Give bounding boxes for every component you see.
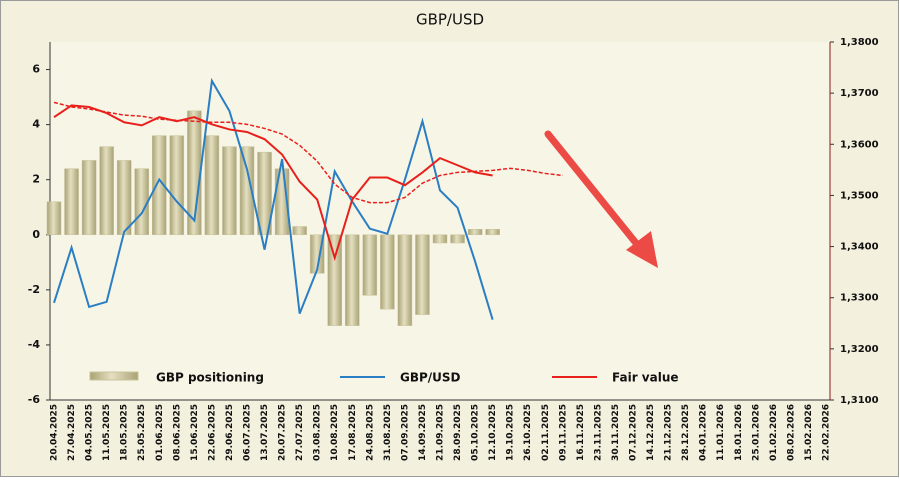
x-tick-label: 06.07.2025 <box>243 404 253 461</box>
bar <box>152 135 167 236</box>
bar <box>380 234 395 310</box>
x-tick-label: 19.10.2025 <box>506 404 516 461</box>
bar <box>46 201 62 236</box>
x-tick-label: 04.01.2026 <box>699 404 709 461</box>
y-tick-label: 6 <box>32 63 40 76</box>
bar <box>204 135 220 236</box>
bar <box>415 234 430 315</box>
legend-label: GBP positioning <box>156 371 264 385</box>
x-tick-label: 31.08.2025 <box>383 404 393 461</box>
chart-title: GBP/USD <box>416 11 484 29</box>
x-tick-label: 28.09.2025 <box>453 404 463 461</box>
bar <box>485 229 500 236</box>
x-tick-label: 21.09.2025 <box>436 404 446 461</box>
line <box>53 101 563 204</box>
x-tick-label: 18.05.2025 <box>120 404 130 461</box>
x-tick-label: 08.02.2026 <box>786 404 796 461</box>
bar <box>81 160 97 236</box>
x-tick-label: 22.06.2025 <box>207 404 217 461</box>
y2-tick-label: 1,3100 <box>840 395 879 406</box>
trend-arrow <box>544 130 658 268</box>
x-tick-label: 28.12.2025 <box>681 404 691 461</box>
x-tick-label: 27.04.2025 <box>67 404 77 461</box>
x-tick-label: 01.02.2026 <box>769 404 779 461</box>
x-tick-label: 17.08.2025 <box>348 404 358 461</box>
x-tick-label: 01.06.2025 <box>155 404 165 461</box>
x-tick-label: 22.02.2026 <box>822 404 832 461</box>
bar <box>467 229 483 236</box>
x-tick-label: 20.04.2025 <box>50 404 60 461</box>
x-tick-label: 11.05.2025 <box>102 404 112 461</box>
bar <box>397 234 413 326</box>
y2-tick-label: 1,3800 <box>840 37 879 48</box>
x-tick-label: 12.10.2025 <box>488 404 498 461</box>
x-tick-label: 13.07.2025 <box>260 404 270 461</box>
bar <box>257 151 272 236</box>
bar <box>362 234 378 296</box>
line <box>53 104 493 262</box>
legend-swatch <box>89 371 139 381</box>
bar <box>432 234 448 244</box>
y-tick-label: -2 <box>28 283 40 296</box>
y-tick-label: 4 <box>32 118 40 131</box>
x-tick-label: 04.05.2025 <box>85 404 95 461</box>
x-tick-label: 26.10.2025 <box>523 404 533 461</box>
x-tick-label: 25.01.2026 <box>751 404 761 461</box>
x-tick-label: 14.12.2025 <box>646 404 656 461</box>
bar <box>134 168 149 236</box>
bar <box>169 135 185 236</box>
bar <box>450 234 465 244</box>
x-tick-label: 25.05.2025 <box>137 404 147 461</box>
x-tick-label: 03.08.2025 <box>313 404 323 461</box>
y2-tick-label: 1,3200 <box>840 344 879 355</box>
bar <box>187 110 202 236</box>
plot-area <box>50 42 830 400</box>
x-tick-label: 29.06.2025 <box>225 404 235 461</box>
legend-label: GBP/USD <box>400 371 461 385</box>
x-tick-label: 02.11.2025 <box>541 404 551 461</box>
bar <box>345 234 360 326</box>
x-tick-label: 15.06.2025 <box>190 404 200 461</box>
y-tick-label: -4 <box>28 338 41 351</box>
y2-tick-label: 1,3700 <box>840 88 879 99</box>
y-tick-label: -6 <box>28 393 41 406</box>
x-tick-label: 20.07.2025 <box>278 404 288 461</box>
x-tick-label: 07.09.2025 <box>400 404 410 461</box>
x-tick-label: 21.12.2025 <box>664 404 674 461</box>
y-tick-label: 2 <box>32 173 40 186</box>
line <box>53 77 494 320</box>
x-tick-label: 30.11.2025 <box>611 404 621 461</box>
x-tick-label: 11.01.2026 <box>716 404 726 461</box>
y2-tick-label: 1,3400 <box>840 242 879 253</box>
x-tick-label: 14.09.2025 <box>418 404 428 461</box>
x-tick-label: 24.08.2025 <box>365 404 375 461</box>
x-tick-label: 15.02.2026 <box>804 404 814 461</box>
legend-label: Fair value <box>612 371 679 385</box>
bar <box>64 168 79 236</box>
y2-tick-label: 1,3300 <box>840 293 879 304</box>
x-tick-label: 16.11.2025 <box>576 404 586 461</box>
x-tick-label: 05.10.2025 <box>471 404 481 461</box>
bar <box>239 146 255 236</box>
x-tick-label: 27.07.2025 <box>295 404 305 461</box>
bar <box>327 234 342 326</box>
bar <box>99 146 114 236</box>
bar <box>116 160 132 236</box>
x-tick-label: 08.06.2025 <box>172 404 182 461</box>
x-tick-label: 10.08.2025 <box>330 404 340 461</box>
x-tick-label: 07.12.2025 <box>629 404 639 461</box>
y2-tick-label: 1,3600 <box>840 139 879 150</box>
x-tick-label: 09.11.2025 <box>558 404 568 461</box>
x-tick-label: 23.11.2025 <box>593 404 603 461</box>
y2-tick-label: 1,3500 <box>840 190 879 201</box>
x-tick-label: 18.01.2026 <box>734 404 744 461</box>
y-tick-label: 0 <box>32 228 40 241</box>
bar <box>222 146 237 236</box>
bar <box>292 226 307 236</box>
